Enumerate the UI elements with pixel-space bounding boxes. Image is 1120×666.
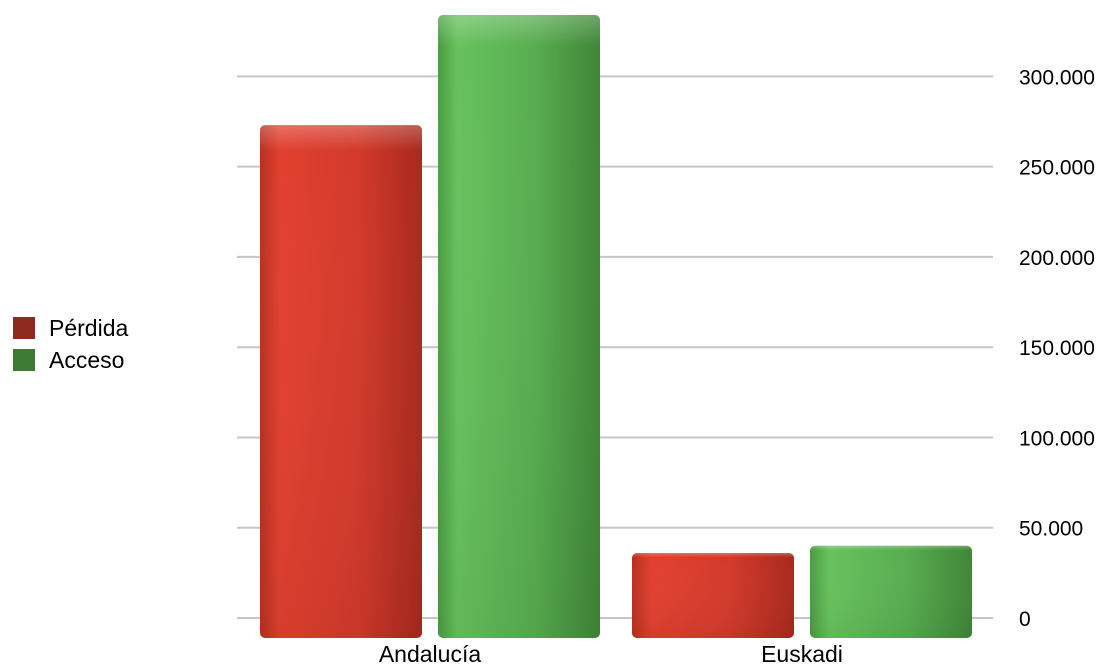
y-tick-label: 150.000 bbox=[1019, 337, 1095, 360]
legend-label: Acceso bbox=[49, 347, 124, 373]
bars bbox=[260, 15, 972, 638]
y-tick-label: 200.000 bbox=[1019, 247, 1095, 270]
bar-acceso-0 bbox=[438, 15, 600, 638]
y-tick-label: 100.000 bbox=[1019, 427, 1095, 450]
y-tick-label: 300.000 bbox=[1019, 66, 1095, 89]
x-category-label: Euskadi bbox=[761, 641, 843, 666]
legend-swatch bbox=[13, 349, 35, 371]
x-category-label: Andalucía bbox=[379, 641, 482, 666]
bar-acceso-1 bbox=[810, 546, 972, 638]
bar-p-rdida-0 bbox=[260, 125, 422, 638]
y-axis-tick-labels: 0 50.000 100.000 150.000 200.000 250.000 300.0… bbox=[1019, 66, 1095, 631]
y-tick-label: 250.000 bbox=[1019, 157, 1095, 180]
bar-p-rdida-1 bbox=[632, 553, 794, 638]
y-tick-label: 0 bbox=[1019, 608, 1031, 631]
legend-swatch bbox=[13, 317, 35, 339]
y-tick-label: 50.000 bbox=[1019, 518, 1083, 541]
legend: Pérdida Acceso bbox=[13, 315, 128, 373]
x-axis-category-labels: Andalucía Euskadi bbox=[379, 641, 843, 666]
legend-label: Pérdida bbox=[49, 315, 128, 341]
